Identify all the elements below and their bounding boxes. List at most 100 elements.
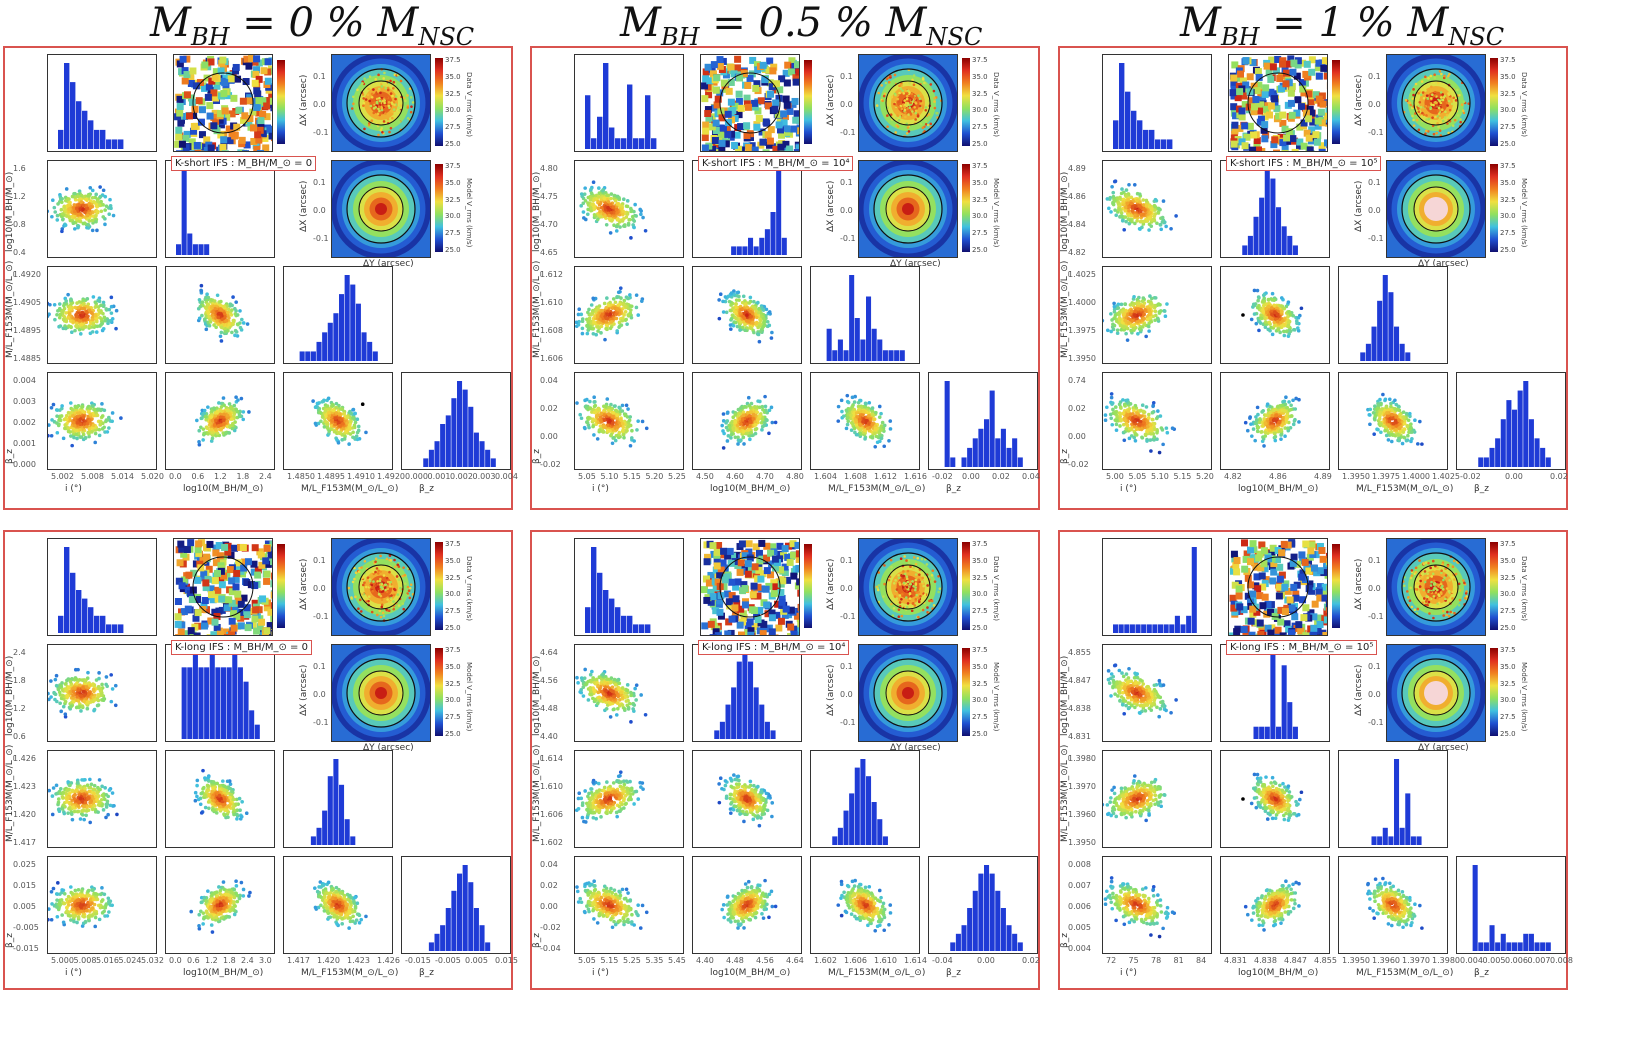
scatter-point <box>630 214 635 219</box>
scatter-point <box>611 436 616 440</box>
map-y-label: ΔX (arcsec) <box>299 180 309 232</box>
scatter-point <box>865 426 870 431</box>
voronoi-bin <box>264 68 272 76</box>
scatter-point <box>218 415 223 419</box>
voronoi-bin <box>735 97 743 105</box>
scatter-point <box>215 319 219 323</box>
scatter-point <box>626 407 630 411</box>
scatter-point <box>99 322 103 327</box>
header-rest: = 0.5 % M <box>699 0 927 46</box>
scatter-point <box>599 314 604 318</box>
voronoi-bin <box>217 121 225 129</box>
voronoi-bin <box>251 79 259 87</box>
plot-svg <box>1241 288 1304 338</box>
scatter-point <box>103 208 107 212</box>
scatter-cell <box>574 372 684 470</box>
vrms-speckle <box>913 105 916 109</box>
scatter-point <box>613 438 618 443</box>
y-tick-label: 0.00 <box>540 432 558 441</box>
scatter-point <box>849 428 854 433</box>
vrms-speckle <box>370 95 374 99</box>
scatter-point <box>589 191 594 196</box>
voronoi-bin <box>795 68 799 76</box>
voronoi-bin <box>183 130 191 138</box>
vrms-speckle <box>363 77 366 80</box>
colorbar-tick: 25.0 <box>972 246 988 254</box>
voronoi-bin <box>734 55 742 63</box>
voronoi-bin <box>762 149 770 151</box>
voronoi-bin <box>783 79 791 87</box>
scatter-point <box>632 219 637 223</box>
y-tick-label: 0.003 <box>13 397 36 406</box>
scatter-point <box>209 427 214 432</box>
scatter-point <box>1132 182 1137 187</box>
voronoi-bin <box>702 68 710 76</box>
vrms-speckle <box>381 99 385 103</box>
scatter-point <box>76 414 81 418</box>
scatter-point <box>233 306 237 311</box>
scatter-point <box>724 421 728 425</box>
vrms-speckle <box>889 74 892 78</box>
scatter-point <box>89 204 93 209</box>
scatter-point <box>212 323 216 327</box>
voronoi-bin <box>241 112 249 120</box>
scatter-point <box>108 197 112 202</box>
voronoi-bin <box>223 113 231 121</box>
colorbar-label: Data V_rms (km/s) <box>465 72 473 138</box>
scatter-point <box>230 330 234 335</box>
scatter-point <box>1153 304 1158 309</box>
voronoi-bin <box>718 114 726 122</box>
voronoi-bin <box>187 75 195 83</box>
voronoi-bin <box>238 136 246 144</box>
scatter-point <box>198 304 203 309</box>
x-tick-label: 0.000 <box>405 472 428 481</box>
colorbar <box>962 164 970 252</box>
scatter-point <box>623 413 628 418</box>
scatter-point <box>1160 219 1165 224</box>
x-tick-label: 1.2 <box>214 472 227 481</box>
scatter-point <box>846 419 851 424</box>
scatter-point <box>233 333 237 338</box>
scatter-point <box>621 425 626 430</box>
voronoi-bin <box>228 110 236 118</box>
scatter-point <box>1123 302 1127 306</box>
scatter-point <box>589 206 593 211</box>
scatter-point <box>760 424 765 429</box>
y-tick-label: 1.4885 <box>13 354 41 363</box>
voronoi-bin <box>745 144 753 151</box>
vrms-speckle <box>898 91 901 95</box>
voronoi-bin <box>246 115 254 123</box>
voronoi-bin <box>254 90 262 98</box>
scatter-point <box>619 418 624 423</box>
voronoi-bin <box>234 75 242 83</box>
scatter-point <box>717 298 721 302</box>
scatter-point <box>57 302 62 306</box>
scatter-point <box>1120 218 1125 223</box>
scatter-point <box>1144 334 1148 339</box>
voronoi-bin <box>746 74 754 82</box>
voronoi-bin <box>720 79 728 87</box>
scatter-point <box>591 332 596 336</box>
hist-bar <box>731 246 737 255</box>
voronoi-bin <box>724 119 732 127</box>
scatter-point <box>756 300 760 305</box>
voronoi-bin <box>179 55 187 63</box>
voronoi-bin <box>743 94 751 102</box>
scatter-point <box>1156 317 1160 322</box>
vrms-speckle <box>918 97 922 101</box>
scatter-point <box>86 302 91 306</box>
scatter-point <box>97 433 102 438</box>
y-axis-label: log10(M_BH/M_⊙) <box>5 171 15 252</box>
scatter-point <box>721 299 725 304</box>
scatter-point <box>1116 207 1121 212</box>
scatter-point <box>351 416 355 420</box>
y-tick-label: 1.606 <box>540 354 563 363</box>
voronoi-bin <box>230 94 238 102</box>
voronoi-bin <box>767 126 775 134</box>
scatter-point <box>1153 296 1158 300</box>
scatter-point <box>626 313 631 317</box>
scatter-point <box>1138 227 1142 231</box>
scatter-point <box>615 329 619 333</box>
hist-cell <box>574 54 684 152</box>
scatter-point <box>219 299 223 304</box>
